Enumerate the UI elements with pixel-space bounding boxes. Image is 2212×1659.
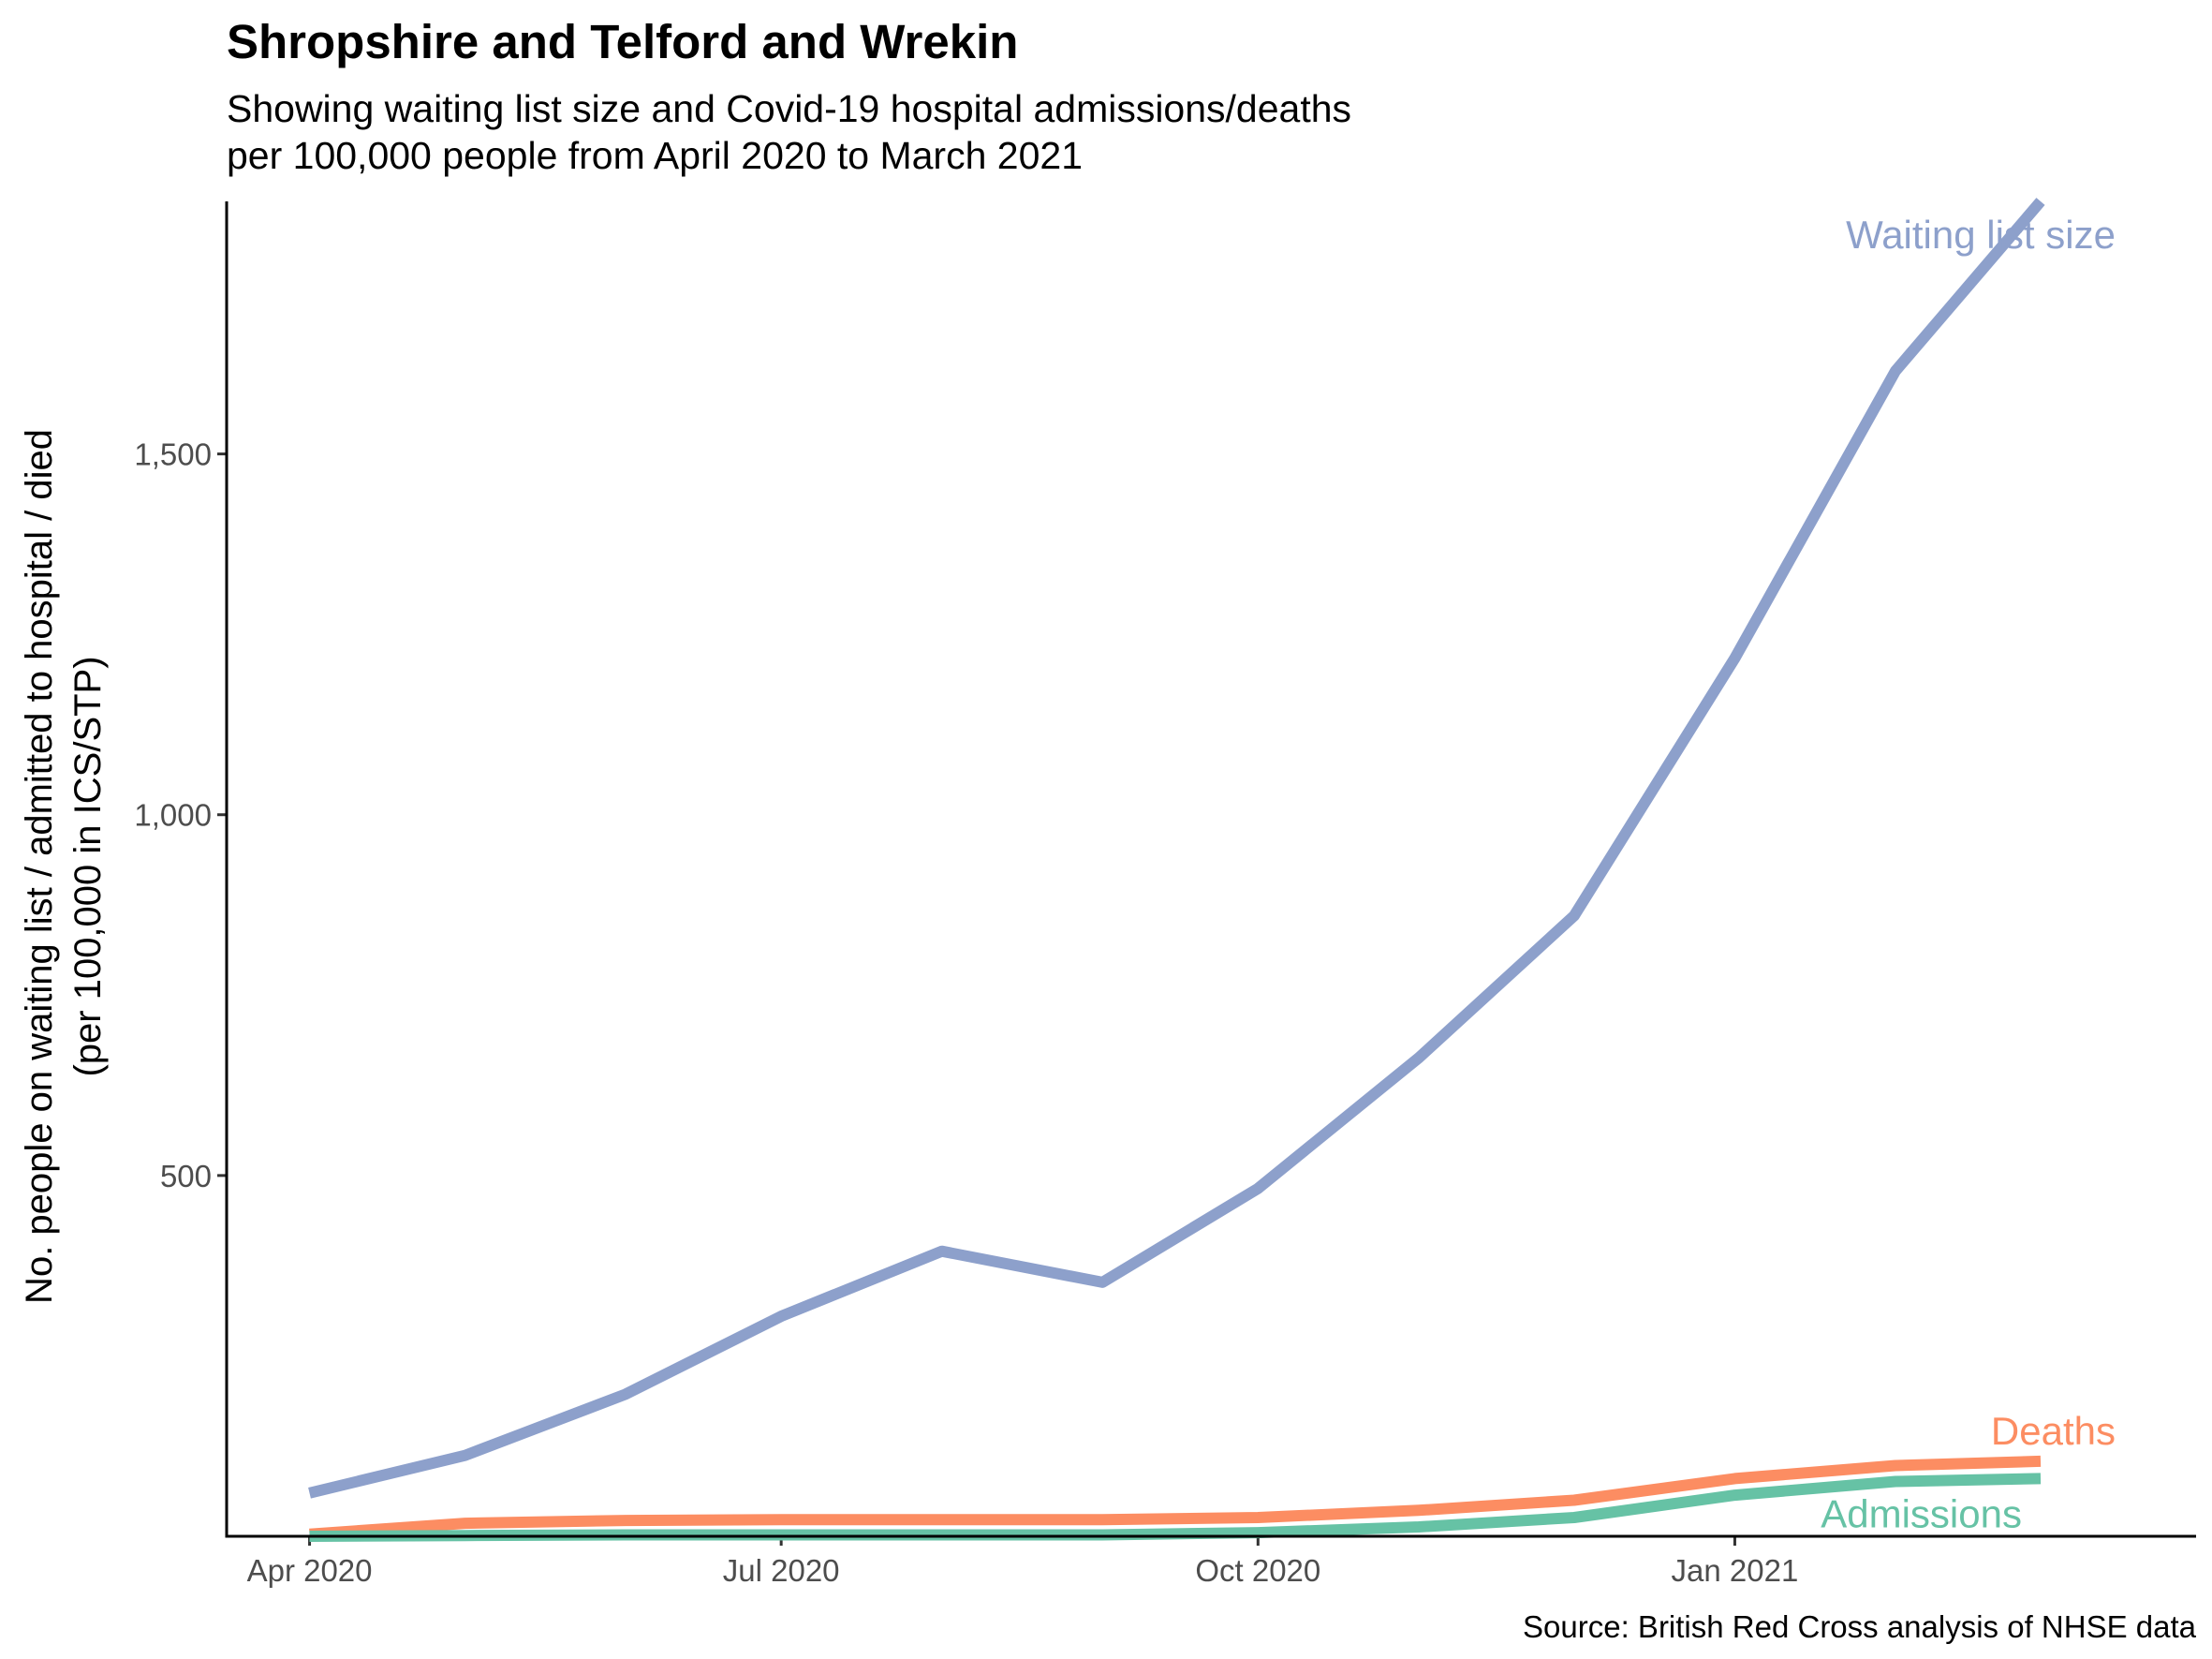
y-tick-label: 1,500 bbox=[134, 437, 212, 472]
series-label-deaths: Deaths bbox=[1991, 1409, 2116, 1453]
series-label-waiting-list-size: Waiting list size bbox=[1846, 213, 2116, 257]
x-tick-label: Apr 2020 bbox=[247, 1553, 373, 1588]
x-tick-label: Jan 2021 bbox=[1672, 1553, 1799, 1588]
series-label-admissions: Admissions bbox=[1821, 1491, 2022, 1535]
y-tick-label: 1,000 bbox=[134, 798, 212, 833]
series-line-waiting-list-size bbox=[308, 198, 2045, 1499]
x-axis-ticks: Apr 2020 Jul 2020 Oct 2020 Jan 2021 bbox=[247, 1536, 1799, 1588]
series-line-deaths bbox=[309, 1455, 2042, 1540]
series-labels: Waiting list size Deaths Admissions bbox=[1821, 213, 2116, 1535]
y-axis-title-line-1: No. people on waiting list / admitted to… bbox=[19, 429, 60, 1304]
series-line-admissions bbox=[309, 1473, 2042, 1542]
y-tick-label: 500 bbox=[160, 1159, 212, 1193]
chart-subtitle-line-1: Showing waiting list size and Covid-19 h… bbox=[227, 87, 1351, 130]
source-caption: Source: British Red Cross analysis of NH… bbox=[1523, 1609, 2197, 1644]
x-tick-label: Oct 2020 bbox=[1195, 1553, 1320, 1588]
chart-subtitle-line-2: per 100,000 people from April 2020 to Ma… bbox=[227, 134, 1083, 177]
x-tick-label: Jul 2020 bbox=[723, 1553, 840, 1588]
chart-title: Shropshire and Telford and Wrekin bbox=[227, 15, 1018, 68]
y-axis-title: No. people on waiting list / admitted to… bbox=[19, 429, 109, 1304]
y-axis-ticks: 500 1,000 1,500 bbox=[134, 437, 227, 1193]
y-axis-title-line-2: (per 100,000 in ICS/STP) bbox=[67, 656, 109, 1076]
series-lines bbox=[308, 198, 2045, 1542]
